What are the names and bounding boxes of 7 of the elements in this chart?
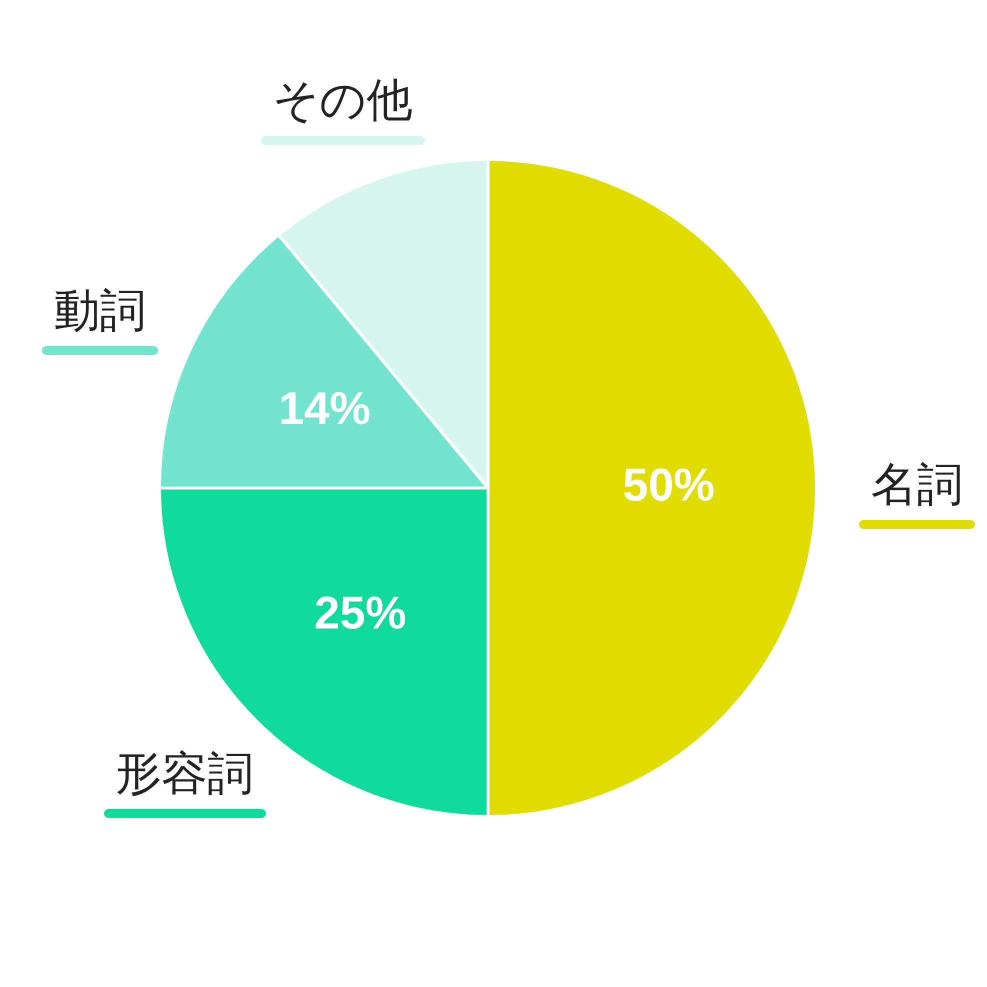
slice-label: 形容詞 [116, 746, 254, 800]
slice-label: その他 [272, 72, 413, 127]
data-label: 50% [622, 458, 715, 511]
data-label: 25% [314, 586, 406, 638]
slice-label: 名詞 [870, 456, 963, 511]
slice-label: 動詞 [54, 283, 146, 338]
data-label: 14% [278, 382, 371, 434]
